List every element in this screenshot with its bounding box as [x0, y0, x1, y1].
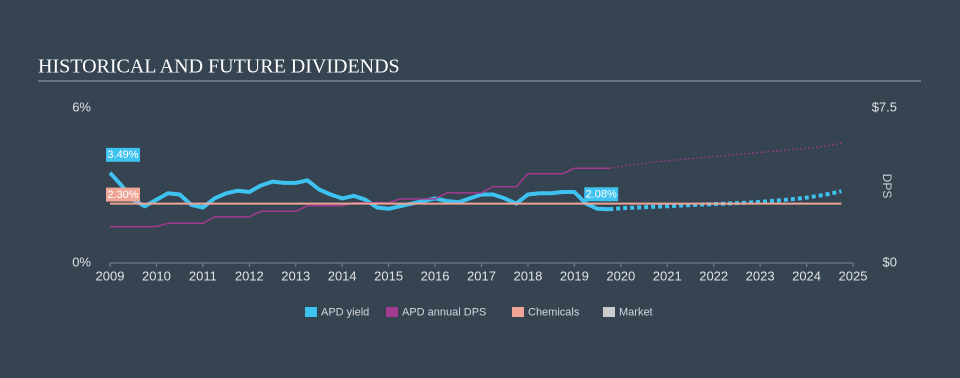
forecast-line [609, 189, 842, 212]
forecast-line [609, 142, 842, 170]
y2-tick-label: $0 [883, 254, 897, 269]
x-tick-label: 2013 [281, 268, 310, 283]
legend-swatch [512, 307, 524, 317]
legend-swatch [386, 307, 398, 317]
x-tick-label: 2011 [189, 268, 217, 283]
series-line [108, 171, 610, 212]
value-label-box [106, 187, 140, 202]
value-label: 2.30% [107, 189, 138, 201]
x-tick-label: 2019 [560, 268, 589, 283]
x-tick-label: 2020 [606, 268, 635, 283]
x-tick-label: 2025 [839, 268, 868, 283]
y2-axis-label: DPS [880, 174, 894, 199]
value-label: 3.49% [107, 149, 138, 161]
legend-label: Chemicals [528, 306, 580, 318]
y-tick-label: 0% [72, 254, 91, 269]
value-label: 2.08% [586, 189, 617, 201]
y2-tick-label: $7.5 [872, 99, 897, 114]
legend-label: APD yield [321, 306, 369, 318]
legend-swatch [305, 307, 317, 317]
legend-label: APD annual DPS [402, 306, 486, 318]
value-label-box [106, 147, 140, 162]
y-tick-label: 6% [72, 99, 91, 114]
x-tick-label: 2016 [421, 268, 450, 283]
x-tick-label: 2022 [699, 268, 728, 283]
x-tick-label: 2009 [96, 268, 125, 283]
x-tick-label: 2010 [142, 268, 171, 283]
x-tick-label: 2021 [653, 268, 682, 283]
x-tick-label: 2014 [328, 268, 357, 283]
x-tick-label: 2015 [374, 268, 403, 283]
x-tick-label: 2023 [746, 268, 775, 283]
legend-label: Market [619, 306, 653, 318]
value-label-box [584, 187, 619, 202]
x-tick-label: 2018 [513, 268, 542, 283]
chart-title: HISTORICAL AND FUTURE DIVIDENDS [38, 56, 400, 78]
legend-swatch [603, 307, 615, 317]
x-tick-label: 2017 [467, 268, 496, 283]
x-tick-label: 2024 [792, 268, 821, 283]
x-tick-label: 2012 [235, 268, 264, 283]
